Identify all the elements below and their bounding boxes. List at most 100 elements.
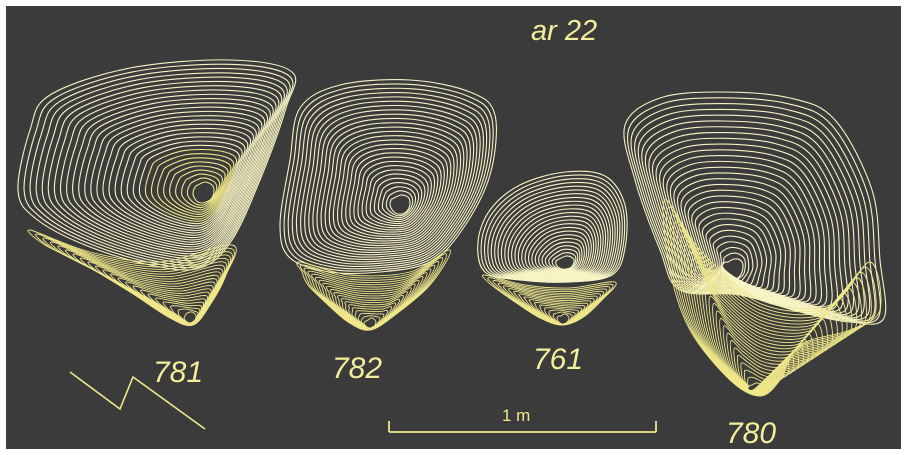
contour-line bbox=[712, 235, 758, 286]
contour-line bbox=[157, 157, 232, 218]
contour-line bbox=[655, 143, 839, 311]
contour-line bbox=[715, 310, 809, 393]
contour-line bbox=[740, 362, 775, 392]
contour-line bbox=[283, 83, 494, 272]
contour-line bbox=[345, 148, 445, 237]
contour-line bbox=[169, 165, 226, 213]
pit-label-761: 761 bbox=[533, 343, 583, 376]
contour-line bbox=[324, 126, 462, 249]
contour-line bbox=[59, 89, 277, 255]
contour-line bbox=[132, 140, 243, 227]
contour-line bbox=[490, 185, 619, 281]
contour-line bbox=[279, 79, 497, 275]
contour-line bbox=[183, 311, 197, 324]
contour-line bbox=[538, 237, 585, 273]
contour-line bbox=[701, 280, 829, 394]
pit-782 bbox=[279, 79, 497, 331]
contour-line bbox=[627, 97, 881, 324]
contour-line bbox=[365, 169, 429, 227]
contour-line bbox=[705, 224, 768, 289]
scale-bar-label: 1 m bbox=[502, 406, 530, 425]
contour-line bbox=[483, 178, 623, 282]
pit-780 bbox=[623, 91, 887, 397]
contour-line bbox=[644, 126, 855, 316]
contour-line bbox=[126, 136, 246, 229]
contour-line bbox=[673, 221, 867, 396]
contour-line bbox=[41, 76, 285, 262]
pit-label-780: 780 bbox=[726, 417, 776, 450]
contour-line bbox=[701, 218, 772, 290]
contour-line bbox=[337, 139, 452, 242]
contour-line bbox=[287, 87, 491, 270]
contour-line bbox=[500, 196, 611, 279]
contour-line bbox=[163, 161, 229, 216]
contour-line bbox=[381, 186, 417, 219]
contour-line bbox=[521, 219, 597, 276]
contour-line bbox=[90, 110, 263, 243]
contour-line bbox=[548, 248, 579, 271]
contour-line bbox=[514, 211, 602, 277]
contour-line bbox=[192, 181, 215, 204]
contour-line bbox=[114, 127, 252, 234]
contour-line bbox=[708, 295, 819, 393]
contour-line bbox=[507, 204, 607, 278]
contour-line bbox=[308, 109, 475, 258]
contour-line bbox=[497, 193, 614, 280]
contour-line bbox=[623, 91, 887, 325]
contour-line bbox=[555, 255, 575, 270]
contour-line bbox=[676, 229, 863, 396]
contour-line bbox=[29, 67, 291, 266]
contour-line bbox=[705, 288, 824, 394]
contour-line bbox=[477, 170, 628, 283]
contour-line bbox=[733, 347, 785, 392]
contour-line bbox=[369, 173, 426, 225]
contour-line bbox=[373, 177, 423, 223]
contour-line bbox=[78, 102, 269, 248]
contour-line bbox=[721, 252, 746, 281]
contour-line bbox=[53, 85, 280, 257]
contour-line bbox=[709, 229, 763, 287]
contour-line bbox=[363, 317, 377, 329]
contour-line bbox=[120, 132, 249, 232]
contour-line bbox=[47, 80, 283, 259]
contour-line bbox=[316, 117, 468, 254]
contour-line bbox=[480, 174, 626, 283]
scale-bar bbox=[388, 421, 657, 433]
contour-line bbox=[544, 245, 581, 272]
contour-line bbox=[716, 241, 754, 284]
contour-line bbox=[669, 214, 872, 396]
north-arrow-icon bbox=[69, 371, 206, 430]
contour-line bbox=[641, 120, 860, 317]
contour-line bbox=[361, 165, 432, 229]
contour-line bbox=[698, 212, 777, 292]
contour-line bbox=[72, 98, 271, 250]
contour-line bbox=[108, 123, 254, 236]
contour-line bbox=[637, 114, 865, 319]
contour-line bbox=[676, 178, 807, 301]
contour-line bbox=[683, 243, 853, 395]
contour-line bbox=[17, 59, 297, 271]
contour-line bbox=[736, 354, 780, 392]
contour-line bbox=[291, 92, 488, 267]
contour-line bbox=[349, 152, 442, 235]
pit-label-782: 782 bbox=[332, 352, 382, 385]
contour-line bbox=[487, 181, 621, 282]
contour-line bbox=[389, 194, 411, 215]
contour-line bbox=[295, 96, 484, 265]
contour-line bbox=[180, 173, 221, 209]
contour-line bbox=[377, 181, 420, 221]
contour-line bbox=[150, 153, 235, 220]
contour-line bbox=[312, 113, 471, 256]
contour-line bbox=[541, 241, 583, 272]
contour-line bbox=[341, 143, 449, 240]
contour-line bbox=[662, 199, 882, 397]
contour-line bbox=[494, 189, 616, 280]
contour-line bbox=[531, 230, 590, 274]
contour-line bbox=[690, 258, 843, 395]
contour-line bbox=[517, 215, 599, 276]
contour-line bbox=[300, 100, 481, 263]
contour-line bbox=[747, 376, 766, 393]
contour-line bbox=[328, 130, 458, 247]
contour-line bbox=[320, 122, 465, 251]
